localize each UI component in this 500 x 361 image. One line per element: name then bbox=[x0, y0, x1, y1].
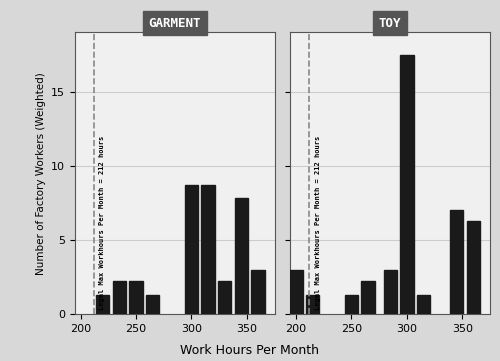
Bar bbox=[417, 295, 430, 314]
Bar bbox=[345, 295, 358, 314]
Bar bbox=[96, 295, 110, 314]
Y-axis label: Number of Factory Workers (Weighted): Number of Factory Workers (Weighted) bbox=[36, 72, 46, 275]
Bar bbox=[251, 270, 264, 314]
Bar bbox=[450, 210, 464, 314]
Bar bbox=[466, 221, 480, 314]
Bar bbox=[184, 185, 198, 314]
Bar bbox=[146, 295, 159, 314]
Bar bbox=[384, 270, 397, 314]
Bar bbox=[130, 282, 142, 314]
Text: Work Hours Per Month: Work Hours Per Month bbox=[180, 344, 320, 357]
Text: Legal Max Workhours Per Month = 212 hours: Legal Max Workhours Per Month = 212 hour… bbox=[100, 135, 105, 310]
Bar bbox=[400, 55, 413, 314]
Bar bbox=[202, 185, 214, 314]
Title: GARMENT: GARMENT bbox=[148, 17, 201, 30]
Bar bbox=[218, 282, 232, 314]
Bar bbox=[362, 282, 374, 314]
Bar bbox=[234, 199, 248, 314]
Bar bbox=[112, 282, 126, 314]
Title: TOY: TOY bbox=[379, 17, 402, 30]
Bar bbox=[290, 270, 302, 314]
Bar bbox=[306, 295, 320, 314]
Text: Legal Max Workhours Per Month = 212 hours: Legal Max Workhours Per Month = 212 hour… bbox=[315, 135, 321, 310]
